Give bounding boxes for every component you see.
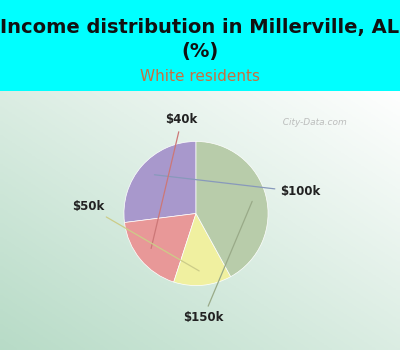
Text: Income distribution in Millerville, AL
(%): Income distribution in Millerville, AL (…: [0, 18, 400, 61]
Text: $100k: $100k: [154, 175, 321, 198]
Text: $40k: $40k: [151, 113, 198, 248]
Text: White residents: White residents: [140, 69, 260, 84]
Wedge shape: [124, 141, 196, 223]
Text: $50k: $50k: [72, 200, 199, 271]
Wedge shape: [124, 214, 196, 282]
Text: $150k: $150k: [183, 201, 252, 324]
Wedge shape: [174, 214, 231, 286]
Text: City-Data.com: City-Data.com: [277, 118, 347, 127]
Wedge shape: [196, 141, 268, 276]
